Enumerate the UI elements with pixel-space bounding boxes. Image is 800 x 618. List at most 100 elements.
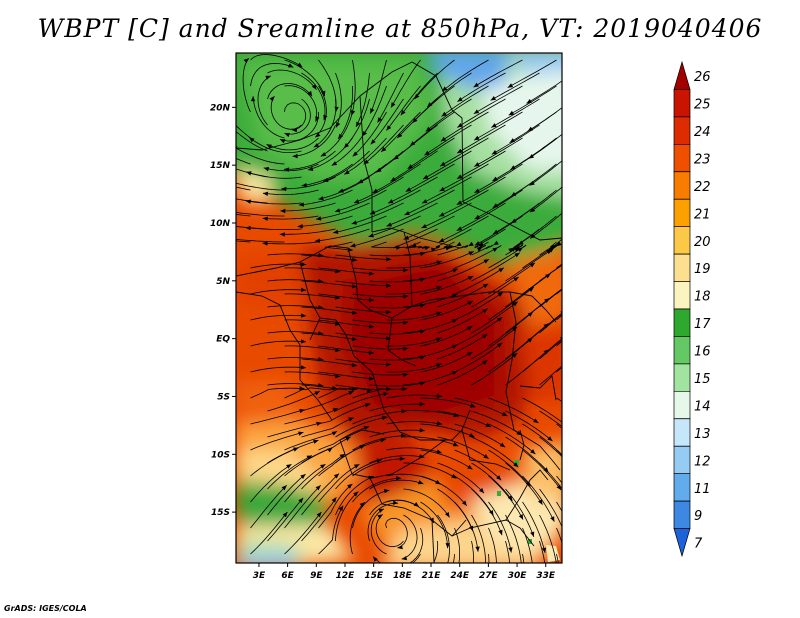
streamline-arrow <box>550 516 555 522</box>
streamline <box>574 253 623 281</box>
streamline-arrow <box>212 193 218 198</box>
streamline-arrow <box>245 225 251 231</box>
streamline-arrow <box>318 331 324 336</box>
streamline <box>437 308 488 334</box>
streamline <box>414 59 455 100</box>
streamline-arrow <box>401 433 407 438</box>
streamline <box>248 137 302 154</box>
streamline-arrow <box>492 247 498 252</box>
streamline <box>556 366 562 373</box>
streamline <box>403 318 458 334</box>
streamline-arrow <box>475 602 481 609</box>
streamline-arrow <box>475 546 480 552</box>
streamline-arrow <box>351 310 358 315</box>
streamline <box>574 411 616 448</box>
streamline <box>284 293 341 299</box>
colorbar-label: 23 <box>694 152 711 167</box>
streamline <box>420 251 474 269</box>
streamline-arrow <box>436 393 443 399</box>
streamline-arrow <box>334 106 339 112</box>
streamline <box>386 85 421 131</box>
streamline <box>284 407 339 425</box>
streamline <box>574 437 612 478</box>
streamline-arrow <box>380 438 386 443</box>
streamline <box>284 150 336 170</box>
streamline <box>471 436 519 468</box>
streamline-arrow <box>314 391 320 396</box>
streamline-arrow <box>351 284 358 289</box>
streamline-arrow <box>419 454 425 459</box>
streamline-arrow <box>279 139 286 144</box>
streamline <box>351 202 404 225</box>
streamline-arrow <box>456 241 462 247</box>
streamline <box>250 431 304 451</box>
streamline <box>284 463 326 503</box>
streamline-arrow <box>427 102 433 108</box>
colorbar-swatch <box>673 445 691 475</box>
streamline <box>262 241 319 245</box>
streamline <box>250 366 307 373</box>
streamline-arrow <box>440 136 447 142</box>
streamline-arrow <box>473 109 480 114</box>
streamline <box>236 213 251 217</box>
streamline-arrow <box>419 277 426 282</box>
streamline <box>488 475 524 520</box>
streamline <box>454 423 506 448</box>
colorbar-label: 21 <box>694 207 711 222</box>
streamline <box>386 260 442 269</box>
streamline-arrow <box>318 279 324 284</box>
streamline-arrow <box>400 109 406 116</box>
streamline <box>390 59 421 108</box>
streamline <box>266 137 319 151</box>
streamline-arrow <box>353 464 360 469</box>
streamline-arrow <box>383 391 389 397</box>
streamline <box>420 397 476 408</box>
streamline <box>343 137 387 175</box>
streamline-arrow <box>567 577 572 582</box>
streamline-arrows <box>212 58 602 609</box>
streamline <box>267 473 306 516</box>
streamline <box>262 189 319 196</box>
streamline-arrow <box>526 98 532 104</box>
streamline <box>456 202 506 231</box>
streamline-arrow <box>419 381 426 386</box>
streamline-arrow <box>546 249 552 255</box>
streamline <box>539 410 562 428</box>
map-title: WBPT [C] and Sreamline at 850hPa, VT: 20… <box>37 14 763 43</box>
streamline-arrow <box>297 224 303 229</box>
streamline <box>335 475 374 516</box>
streamline-arrow <box>250 96 256 102</box>
streamline-arrow <box>575 471 582 478</box>
streamline <box>491 98 540 128</box>
streamline-arrow <box>401 555 408 561</box>
streamline <box>403 370 458 386</box>
streamline-arrow <box>510 191 517 197</box>
streamline <box>318 505 344 555</box>
streamline-arrow <box>436 337 442 342</box>
streamline-arrow <box>505 591 511 597</box>
streamline <box>390 150 438 182</box>
streamline-arrow <box>279 232 285 237</box>
streamline <box>236 125 251 139</box>
streamline <box>250 447 299 477</box>
streamline <box>250 62 294 87</box>
lat-tick-label: 20N <box>210 103 231 113</box>
streamline <box>522 397 562 423</box>
streamline <box>522 501 546 553</box>
streamline-arrow <box>579 272 586 278</box>
streamline-arrow <box>512 301 518 307</box>
streamline-arrow <box>595 241 602 248</box>
streamline-arrow <box>316 216 322 221</box>
streamline-arrow <box>531 577 536 582</box>
streamline <box>369 499 420 516</box>
streamline <box>529 212 562 239</box>
streamline-arrow <box>378 508 384 513</box>
streamline-arrow <box>229 180 235 185</box>
streamline-arrow <box>498 267 504 273</box>
streamline <box>457 98 506 128</box>
streamline-arrow <box>439 212 445 217</box>
streamline-arrow <box>445 511 450 518</box>
streamline <box>556 289 562 295</box>
streamline-arrow <box>424 245 430 251</box>
colorbar-swatch <box>673 226 691 255</box>
